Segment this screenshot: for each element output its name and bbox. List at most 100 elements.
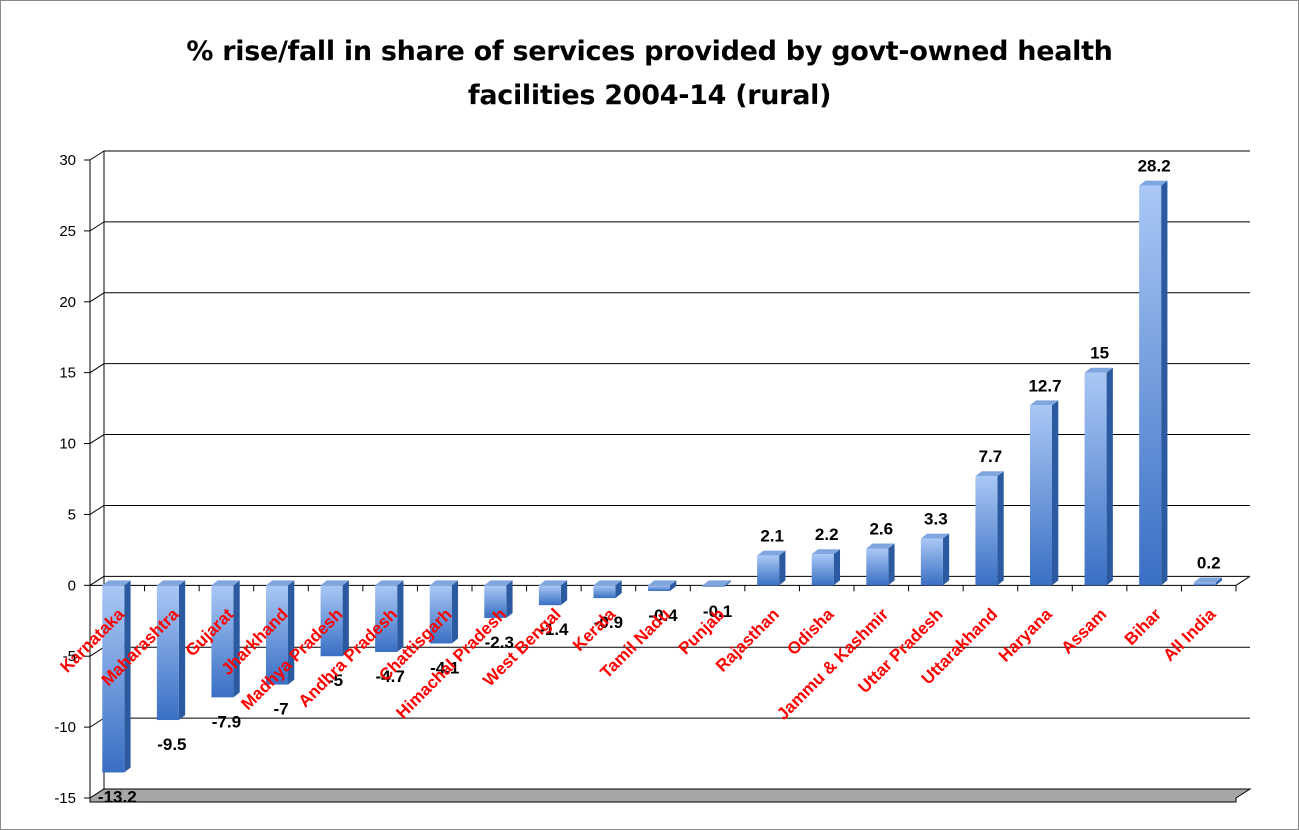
y-tick-label: -5 [63,648,76,665]
bar-side [670,580,677,592]
bar-front [538,585,561,606]
bar-front [866,548,889,586]
bar [1139,180,1168,586]
bar-front [811,554,834,586]
y-tick-label: 5 [68,506,76,523]
data-label: -5 [328,671,343,690]
bar [211,580,240,698]
data-label: 3.3 [924,510,948,529]
data-label: -2.3 [485,633,514,652]
y-tick-label: -10 [54,719,76,736]
bar [1193,577,1223,586]
data-label: 2.1 [760,527,784,546]
bar-top [1030,400,1059,406]
bar-top [866,543,895,549]
bar-front [593,585,616,599]
bar [266,580,295,685]
bar-side [888,543,895,586]
bar [920,533,950,586]
zero-baseline-end [1235,575,1251,586]
gridline-connector [89,575,105,586]
data-label: -0.4 [648,606,678,625]
gridline-connector [89,221,105,232]
data-label: -0.9 [594,613,623,632]
data-label: -7 [273,700,288,719]
bar-top [429,580,459,586]
bar-front [320,585,343,657]
bar-front [102,585,125,773]
y-tick-label: 20 [59,294,76,311]
bar-side [615,580,622,599]
bar-front [920,538,943,586]
bar [811,549,841,586]
bar-side [397,580,404,652]
bar-front [266,585,288,685]
bar-side [724,580,731,587]
data-label: 0.2 [1197,553,1221,572]
data-label: 2.2 [815,525,839,544]
floor-slab [89,788,1252,803]
bar-side [233,580,240,698]
bar [648,580,677,592]
y-tick-label: 30 [59,152,76,169]
bar-front [156,585,179,721]
gridline-connector [89,150,105,161]
data-label: -0.1 [703,602,732,621]
bar-side [124,580,131,773]
bar-front [975,476,998,586]
bar-front [375,585,398,652]
bar-front [1193,582,1216,586]
category-label: All India [1159,604,1220,665]
bar-top [1193,577,1223,583]
data-label: -7.9 [212,712,241,731]
gridline-connector [89,434,105,444]
bar [429,580,459,644]
bar [156,580,186,721]
bar [975,471,1004,586]
data-label: 28.2 [1138,157,1171,176]
data-label: -9.5 [157,735,186,754]
bar [1030,400,1059,586]
bar-side [1052,400,1059,586]
bar-side [178,580,186,721]
bar [484,580,513,618]
bar [702,580,731,587]
data-label: 15 [1090,344,1109,363]
y-tick-label: 15 [59,365,76,382]
y-tick-label: 25 [59,223,76,240]
data-label: -4.7 [375,667,404,686]
bar-side [1161,180,1168,586]
bar-top [375,580,404,586]
bar-front [648,585,670,592]
bar-front [484,585,507,618]
category-label: Punjab [675,605,729,659]
bar-side [560,580,568,606]
gridline-connector [89,363,105,374]
bar-top [757,550,786,556]
data-label: 7.7 [979,447,1003,466]
y-axis-tick-labels: 30 25 20 15 10 5 0 -5 -10 -15 [54,152,76,807]
data-label: -4.1 [430,658,459,677]
chart-title: % rise/fall in share of services provide… [0,30,1299,118]
bar-top [102,580,131,586]
bar-side [779,550,786,586]
bar-side [997,471,1004,586]
bar-top [1084,367,1113,373]
bar-top [266,580,295,586]
bar-top [975,471,1004,477]
bar-front [1030,405,1052,586]
bar-top [648,580,677,586]
bar-side [288,580,295,685]
bar-top [538,580,568,586]
bar [593,580,622,599]
bars [102,180,1223,773]
gridline-connector [89,505,105,515]
category-label: Haryana [995,604,1056,665]
bar [538,580,568,606]
bar-side [833,549,841,586]
bar [866,543,895,586]
bar [757,550,786,586]
bar-front [702,585,725,587]
